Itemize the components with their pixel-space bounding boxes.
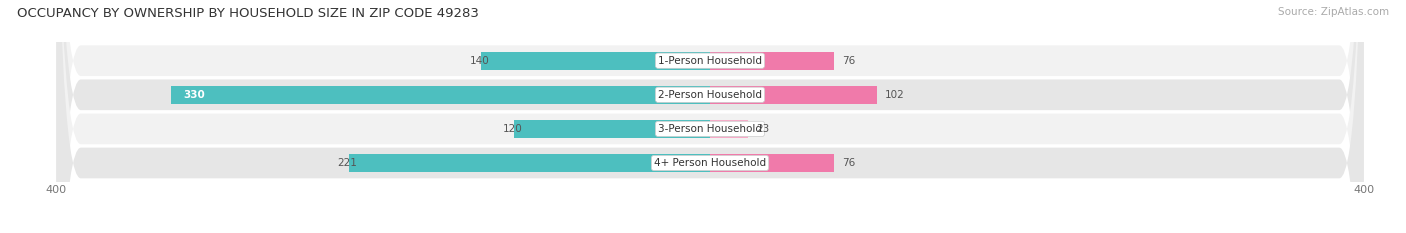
Bar	[710, 52, 834, 70]
Text: 221: 221	[337, 158, 357, 168]
Text: 23: 23	[756, 124, 769, 134]
Text: 76: 76	[842, 158, 856, 168]
Text: 76: 76	[842, 56, 856, 66]
Bar	[710, 120, 748, 138]
FancyBboxPatch shape	[56, 0, 1364, 233]
Text: 120: 120	[502, 124, 522, 134]
Bar	[481, 52, 710, 70]
Text: 330: 330	[184, 90, 205, 100]
Bar	[710, 86, 877, 104]
Text: OCCUPANCY BY OWNERSHIP BY HOUSEHOLD SIZE IN ZIP CODE 49283: OCCUPANCY BY OWNERSHIP BY HOUSEHOLD SIZE…	[17, 7, 479, 20]
FancyBboxPatch shape	[56, 0, 1364, 233]
FancyBboxPatch shape	[56, 0, 1364, 233]
Bar	[710, 154, 834, 172]
Text: 1-Person Household: 1-Person Household	[658, 56, 762, 66]
Text: 102: 102	[884, 90, 904, 100]
Text: 2-Person Household: 2-Person Household	[658, 90, 762, 100]
Bar	[349, 154, 710, 172]
FancyBboxPatch shape	[56, 0, 1364, 233]
Bar	[170, 86, 710, 104]
Text: 4+ Person Household: 4+ Person Household	[654, 158, 766, 168]
Text: 140: 140	[470, 56, 489, 66]
Text: 3-Person Household: 3-Person Household	[658, 124, 762, 134]
Bar	[515, 120, 710, 138]
Text: Source: ZipAtlas.com: Source: ZipAtlas.com	[1278, 7, 1389, 17]
